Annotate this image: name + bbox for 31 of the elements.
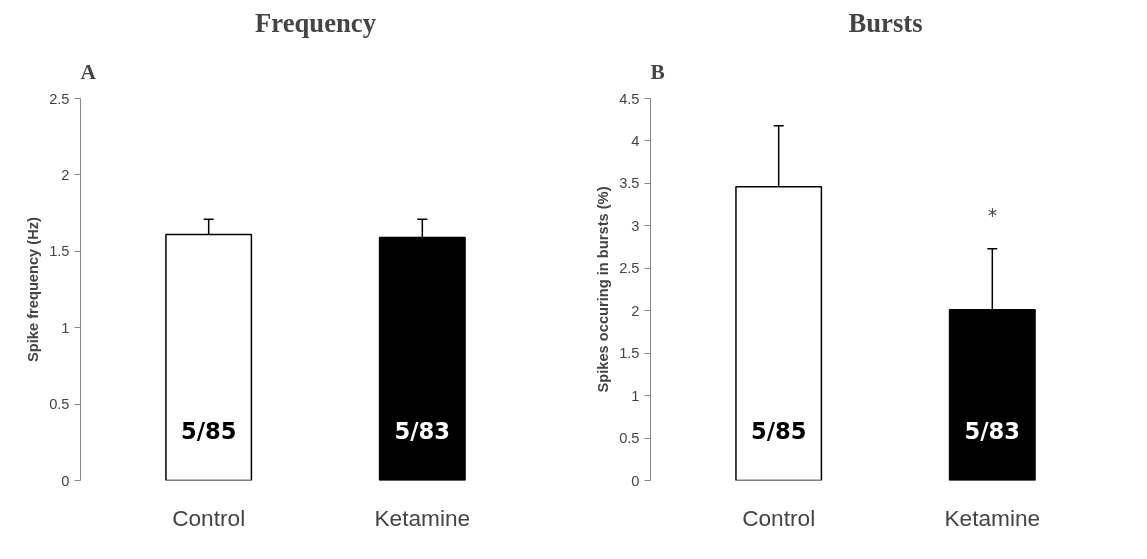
x-tick-label: Control [172, 504, 246, 531]
y-tick-label: 1.5 [619, 345, 640, 362]
y-tick-label: 0.5 [619, 430, 640, 447]
text: B [650, 59, 665, 84]
y-tick-label: 0 [61, 472, 70, 489]
y-tick-label: 0.5 [49, 396, 70, 413]
y-tick-label: 2.5 [49, 90, 70, 107]
y-axis-title: Spike frequency (Hz) [25, 216, 42, 362]
chart-title: Bursts [848, 7, 923, 38]
annotation: 5/85 [180, 417, 237, 444]
y-tick-label: 0 [631, 472, 640, 489]
chart-title: Frequency [255, 7, 377, 38]
annotation: 5/83 [394, 417, 451, 444]
y-tick-label: 4.5 [619, 90, 640, 107]
annotation: 5/83 [964, 417, 1021, 444]
text: A [80, 59, 97, 84]
x-tick-label: Ketamine [944, 504, 1041, 531]
y-tick-label: 3.5 [619, 175, 640, 192]
y-tick-label: 2 [631, 302, 640, 319]
annotation: * [987, 204, 997, 226]
y-axis-title: Spikes occuring in bursts (%) [595, 186, 612, 393]
y-tick-label: 1 [631, 387, 640, 404]
y-tick-label: 3 [631, 217, 640, 234]
annotation: 5/85 [750, 417, 807, 444]
y-tick-label: 4 [631, 132, 640, 149]
x-tick-label: Ketamine [374, 504, 471, 531]
y-tick-label: 2 [61, 166, 70, 183]
x-tick-label: Control [742, 504, 816, 531]
y-tick-label: 1 [61, 319, 70, 336]
y-tick-label: 1.5 [49, 243, 70, 260]
y-tick-label: 2.5 [619, 260, 640, 277]
